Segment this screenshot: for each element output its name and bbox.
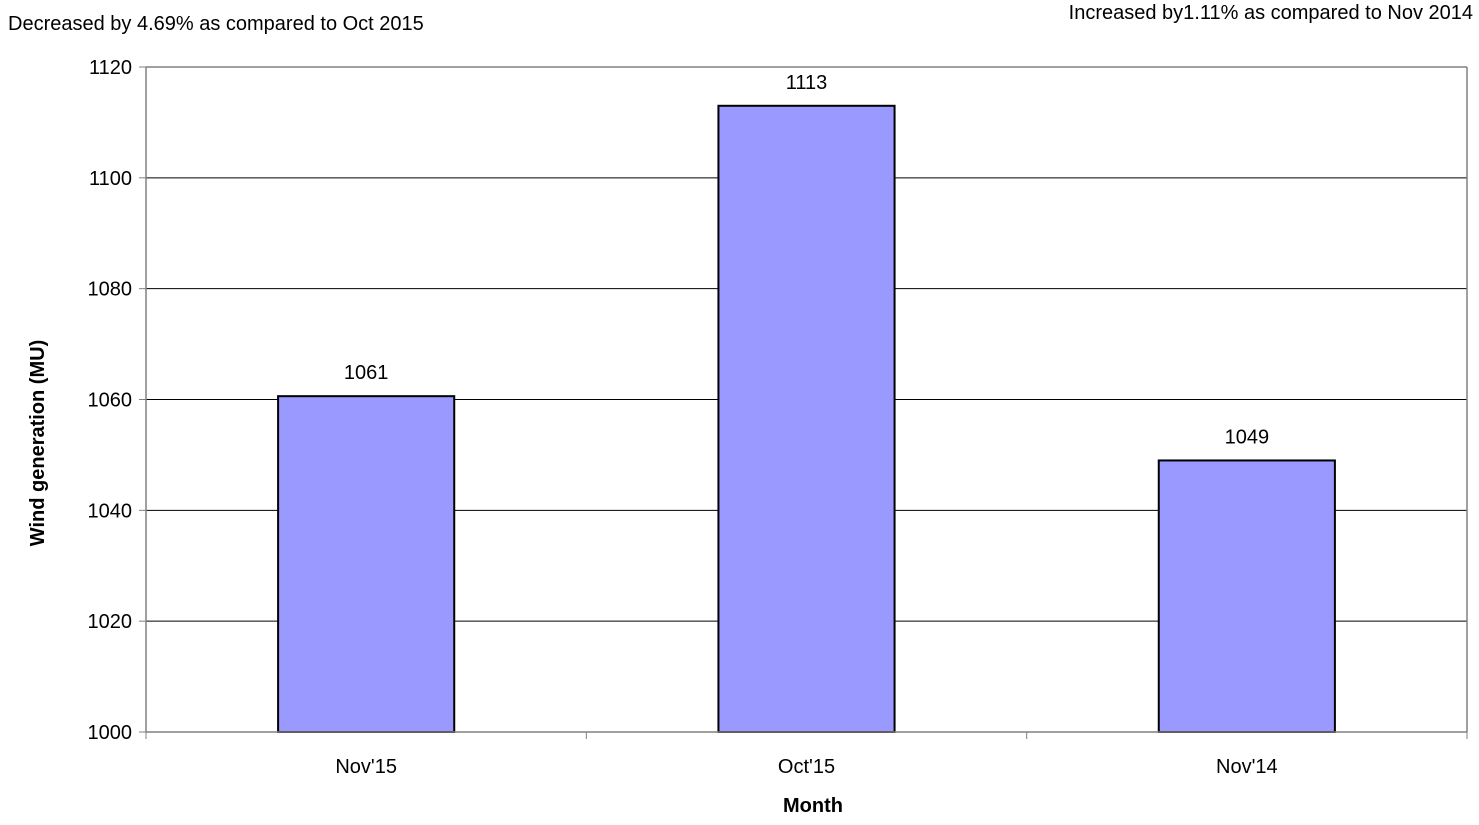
y-tick-label: 1080	[88, 279, 133, 301]
annotation-right: Increased by1.11% as compared to Nov 201…	[1069, 2, 1473, 24]
x-tick-label: Nov'15	[335, 756, 397, 778]
bars	[277, 104, 1336, 733]
data-label: 1113	[786, 72, 828, 94]
y-tick-label: 1040	[88, 500, 133, 522]
bar	[717, 104, 896, 733]
y-tick-label: 1100	[89, 168, 132, 190]
y-axis-title: Wind generation (MU)	[27, 340, 49, 546]
data-label: 1049	[1225, 426, 1270, 448]
x-axis-title: Month	[783, 795, 843, 817]
y-tick-label: 1060	[88, 390, 133, 412]
x-tick-label: Oct'15	[778, 756, 835, 778]
y-tick-label: 1000	[88, 722, 133, 744]
bar	[1157, 459, 1336, 733]
y-tick-label: 1120	[89, 57, 132, 79]
data-labels: 1061 1113 1049	[344, 72, 1269, 449]
bar	[277, 395, 456, 733]
x-tick-label: Nov'14	[1216, 756, 1278, 778]
data-label: 1061	[344, 362, 389, 384]
axes: 1000 1020 1040 1060 1080 1100 1120 Nov'15 Oct'15…	[88, 57, 1468, 778]
annotation-left: Decreased by 4.69% as compared to Oct 20…	[8, 13, 424, 35]
y-tick-label: 1020	[88, 611, 133, 633]
